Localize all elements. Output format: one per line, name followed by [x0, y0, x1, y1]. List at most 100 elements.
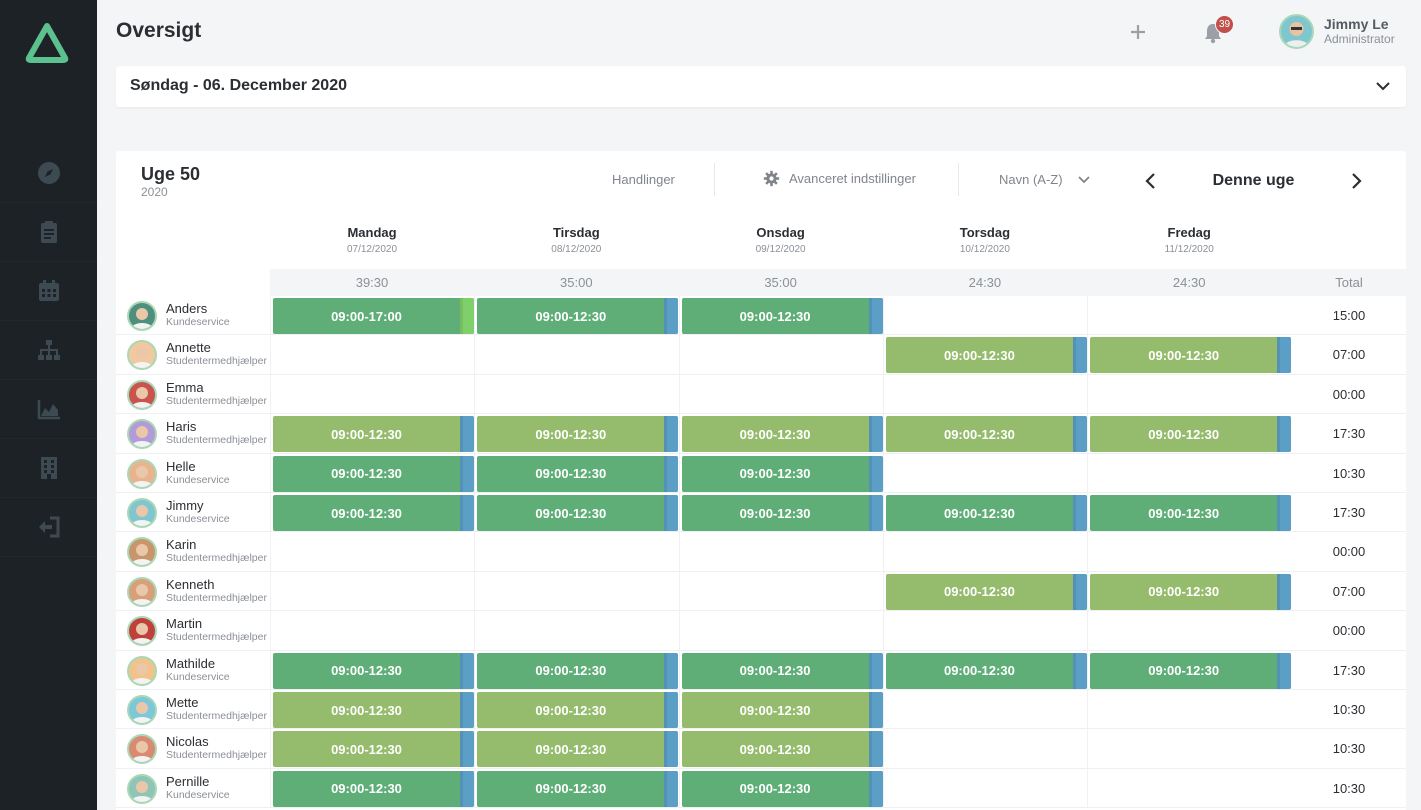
shift-handle[interactable] [460, 455, 474, 492]
shift-block[interactable]: 09:00-12:30 [681, 495, 883, 531]
schedule-cell[interactable] [678, 571, 883, 611]
shift-block[interactable]: 09:00-12:30 [1090, 495, 1292, 531]
employee-name[interactable]: Mathilde [166, 655, 216, 671]
chevron-down-icon[interactable] [1374, 77, 1392, 95]
schedule-cell[interactable]: 09:00-12:30 [1087, 414, 1292, 454]
schedule-cell[interactable] [270, 335, 474, 375]
employee-name[interactable]: Karin [166, 537, 197, 553]
schedule-cell[interactable]: 09:00-12:30 [1087, 493, 1292, 532]
shift-handle[interactable] [1277, 652, 1292, 689]
schedule-cell[interactable]: 09:00-12:30 [678, 768, 883, 808]
shift-handle[interactable] [1277, 416, 1292, 453]
shift-block[interactable]: 09:00-12:30 [681, 652, 883, 689]
shift-block[interactable]: 09:00-12:30 [273, 692, 474, 728]
schedule-cell[interactable]: 09:00-12:30 [882, 335, 1087, 375]
shift-handle[interactable] [460, 770, 474, 807]
schedule-cell[interactable]: 09:00-12:30 [270, 414, 474, 454]
shift-handle[interactable] [664, 495, 679, 531]
schedule-cell[interactable] [474, 532, 678, 572]
shift-handle[interactable] [460, 652, 474, 689]
nav-item-tasks[interactable] [0, 203, 97, 262]
schedule-cell[interactable] [882, 453, 1087, 493]
shift-handle[interactable] [460, 416, 474, 453]
shift-handle[interactable] [664, 731, 679, 768]
schedule-cell[interactable] [270, 571, 474, 611]
nav-item-logout[interactable] [0, 498, 97, 557]
schedule-cell[interactable] [882, 729, 1087, 769]
employee-name[interactable]: Anders [166, 301, 208, 316]
shift-handle[interactable] [1072, 337, 1087, 374]
nav-item-company[interactable] [0, 439, 97, 498]
shift-block[interactable]: 09:00-12:30 [885, 652, 1087, 689]
shift-handle[interactable] [1072, 652, 1087, 689]
shift-handle[interactable] [868, 455, 883, 492]
shift-block[interactable]: 09:00-12:30 [477, 770, 679, 807]
shift-block[interactable]: 09:00-12:30 [885, 495, 1087, 531]
employee-name[interactable]: Pernille [166, 773, 210, 789]
schedule-cell[interactable]: 09:00-12:30 [882, 650, 1087, 690]
shift-block[interactable]: 09:00-12:30 [681, 731, 883, 768]
shift-handle[interactable] [868, 416, 883, 453]
schedule-cell[interactable] [474, 335, 678, 375]
schedule-cell[interactable] [1087, 611, 1291, 651]
shift-block[interactable]: 09:00-12:30 [1090, 573, 1292, 610]
shift-handle[interactable] [868, 770, 883, 807]
schedule-cell[interactable]: 09:00-12:30 [882, 493, 1087, 532]
schedule-cell[interactable]: 09:00-12:30 [678, 729, 883, 769]
schedule-cell[interactable] [678, 374, 883, 414]
shift-handle[interactable] [664, 652, 679, 689]
employee-name[interactable]: Nicolas [166, 734, 209, 750]
schedule-cell[interactable]: 09:00-12:30 [474, 690, 679, 729]
schedule-cell[interactable]: 09:00-12:30 [1087, 335, 1292, 375]
user-avatar[interactable] [1279, 14, 1314, 49]
shift-handle[interactable] [664, 692, 679, 728]
schedule-cell[interactable] [882, 611, 1087, 651]
shift-block[interactable]: 09:00-12:30 [477, 298, 679, 334]
schedule-cell[interactable] [1087, 729, 1291, 769]
shift-handle[interactable] [1072, 573, 1087, 610]
shift-block[interactable]: 09:00-12:30 [885, 416, 1087, 453]
shift-block[interactable]: 09:00-12:30 [477, 731, 679, 768]
shift-block[interactable]: 09:00-12:30 [477, 455, 679, 492]
schedule-cell[interactable]: 09:00-12:30 [270, 493, 474, 532]
shift-handle[interactable] [460, 495, 474, 531]
shift-block[interactable]: 09:00-12:30 [273, 652, 474, 689]
schedule-cell[interactable]: 09:00-12:30 [678, 493, 883, 532]
shift-handle[interactable] [1277, 573, 1292, 610]
shift-block[interactable]: 09:00-12:30 [273, 495, 474, 531]
shift-block[interactable]: 09:00-12:30 [681, 770, 883, 807]
nav-item-overview[interactable] [0, 144, 97, 203]
schedule-cell[interactable] [882, 768, 1087, 808]
employee-name[interactable]: Annette [166, 340, 211, 356]
schedule-cell[interactable] [1087, 374, 1291, 414]
week-nav-label[interactable]: Denne uge [1212, 172, 1295, 189]
shift-handle[interactable] [664, 416, 679, 453]
shift-block[interactable]: 09:00-12:30 [477, 692, 679, 728]
shift-handle[interactable] [1072, 416, 1087, 453]
schedule-cell[interactable] [474, 611, 678, 651]
schedule-cell[interactable] [1087, 690, 1291, 729]
schedule-cell[interactable] [678, 611, 883, 651]
shift-handle[interactable] [460, 298, 474, 334]
advanced-settings-button[interactable]: Avanceret indstillinger [763, 170, 916, 187]
shift-block[interactable]: 09:00-12:30 [681, 455, 883, 492]
schedule-cell[interactable]: 09:00-12:30 [474, 453, 679, 493]
schedule-cell[interactable]: 09:00-12:30 [270, 690, 474, 729]
user-name[interactable]: Jimmy Le [1324, 16, 1389, 32]
shift-handle[interactable] [1277, 337, 1292, 374]
schedule-cell[interactable]: 09:00-12:30 [474, 296, 679, 335]
shift-handle[interactable] [868, 731, 883, 768]
employee-name[interactable]: Mette [166, 695, 199, 710]
shift-block[interactable]: 09:00-12:30 [885, 337, 1087, 374]
schedule-cell[interactable]: 09:00-12:30 [678, 690, 883, 729]
employee-name[interactable]: Haris [166, 419, 197, 435]
shift-handle[interactable] [664, 770, 679, 807]
employee-name[interactable]: Kenneth [166, 576, 215, 592]
shift-handle[interactable] [868, 495, 883, 531]
shift-block[interactable]: 09:00-12:30 [273, 455, 474, 492]
shift-block[interactable]: 09:00-12:30 [477, 416, 679, 453]
schedule-cell[interactable]: 09:00-12:30 [678, 650, 883, 690]
schedule-cell[interactable] [678, 335, 883, 375]
schedule-cell[interactable]: 09:00-12:30 [474, 493, 679, 532]
schedule-cell[interactable] [882, 296, 1087, 335]
